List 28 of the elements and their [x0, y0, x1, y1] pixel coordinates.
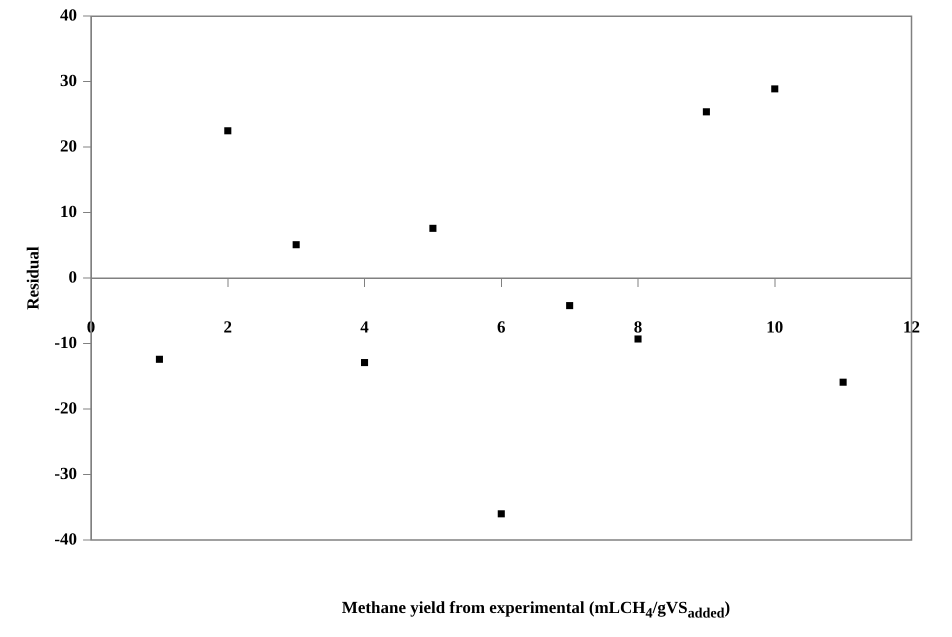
x-tick-label: 8 — [634, 318, 642, 337]
point — [498, 510, 505, 518]
y-tick-label: -40 — [54, 529, 78, 548]
y-tick-label: 30 — [60, 71, 78, 90]
point — [361, 359, 368, 366]
point — [156, 356, 163, 363]
x-axis-title: Methane yield from experimental (mLCH$_{4}$/gVS$_{added}$) — [340, 598, 732, 622]
point — [566, 302, 574, 310]
y-tick-label: 40 — [60, 6, 78, 25]
point — [702, 108, 710, 116]
x-tick-label: 6 — [497, 318, 506, 337]
y-tick-label: 10 — [60, 202, 78, 222]
y-tick-label: 0 — [68, 267, 78, 286]
x-tick-label: 10 — [766, 318, 784, 337]
point — [429, 224, 436, 232]
y-tick-label: 20 — [60, 136, 78, 156]
point — [292, 241, 300, 248]
y-axis-title: Residual — [24, 246, 43, 310]
y-tick-label: -10 — [54, 332, 78, 352]
point — [771, 85, 778, 92]
x-tick-label: 2 — [224, 318, 232, 337]
x-tick-label: 12 — [903, 318, 920, 337]
y-tick-label: -30 — [54, 464, 78, 483]
point — [224, 127, 232, 134]
x-tick-label: 4 — [360, 318, 370, 337]
point — [840, 378, 847, 386]
y-tick-label: -20 — [54, 398, 78, 418]
point — [634, 335, 642, 343]
